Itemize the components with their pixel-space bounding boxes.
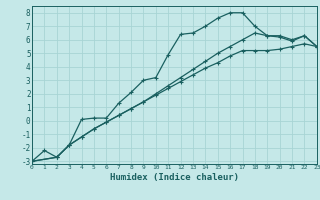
X-axis label: Humidex (Indice chaleur): Humidex (Indice chaleur) — [110, 173, 239, 182]
